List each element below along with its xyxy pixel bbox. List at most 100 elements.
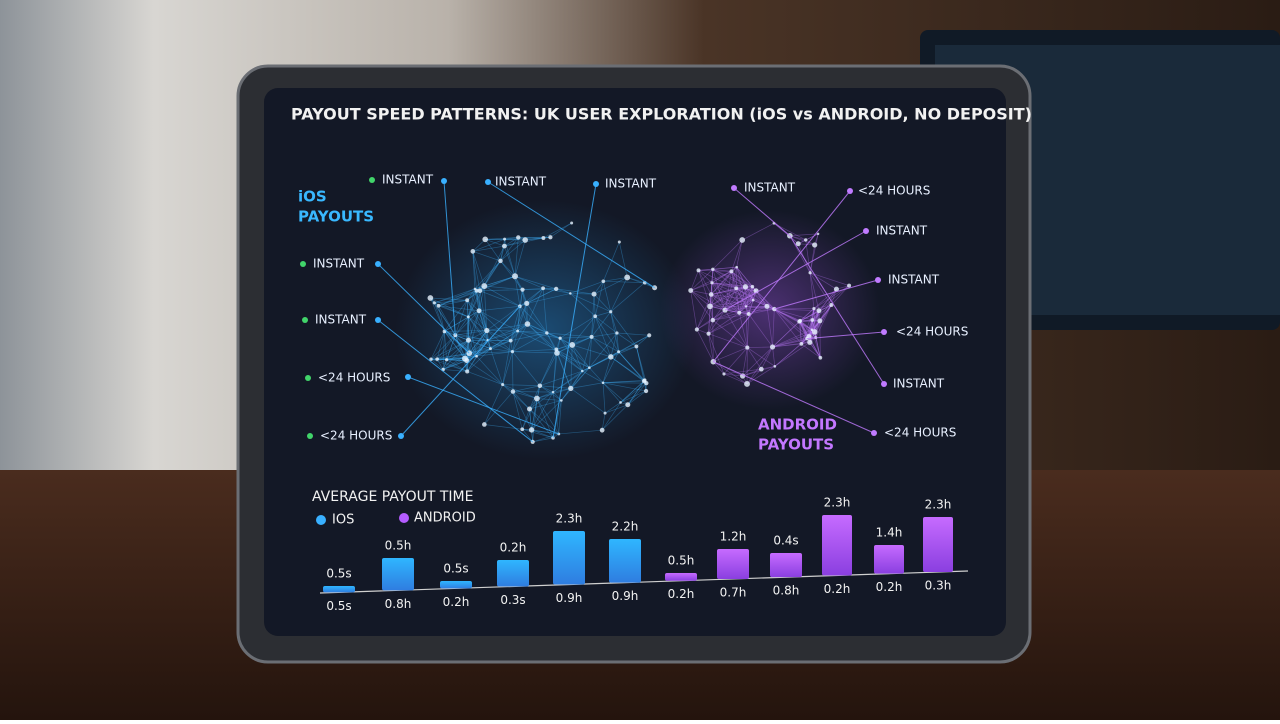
bar-top-label: 1.4h bbox=[876, 526, 903, 540]
legend-label: ANDROID bbox=[414, 511, 476, 526]
network-node bbox=[588, 366, 591, 369]
bar bbox=[717, 549, 749, 579]
network-node bbox=[445, 358, 448, 361]
network-node bbox=[817, 318, 822, 323]
network-node bbox=[810, 318, 814, 322]
network-node bbox=[722, 372, 725, 375]
network-node bbox=[503, 238, 506, 241]
network-node bbox=[817, 233, 819, 235]
network-node bbox=[502, 244, 507, 249]
network-node bbox=[527, 406, 532, 411]
bar-bottom-label: 0.7h bbox=[720, 585, 747, 599]
network-node bbox=[548, 235, 552, 239]
node-label: INSTANT bbox=[605, 177, 657, 191]
network-node bbox=[470, 249, 475, 254]
bar bbox=[822, 515, 852, 575]
network-node bbox=[812, 307, 815, 310]
bar bbox=[609, 539, 641, 583]
connector-dot bbox=[875, 277, 881, 283]
network-node bbox=[477, 308, 482, 313]
bar-bottom-label: 0.3h bbox=[925, 579, 952, 593]
bar-bottom-label: 0.2h bbox=[824, 582, 851, 596]
network-node bbox=[511, 389, 515, 393]
bar-bottom-label: 0.9h bbox=[612, 589, 639, 603]
network-node bbox=[711, 268, 714, 271]
network-node bbox=[751, 285, 755, 289]
bar-top-label: 2.3h bbox=[824, 496, 851, 510]
connector-dot bbox=[881, 329, 887, 335]
bar-bottom-label: 0.8h bbox=[385, 597, 412, 611]
network-node bbox=[520, 288, 524, 292]
network-node bbox=[695, 327, 699, 331]
network-node bbox=[625, 402, 630, 407]
node-label: INSTANT bbox=[495, 175, 547, 189]
bar bbox=[382, 558, 414, 590]
network-node bbox=[770, 344, 775, 349]
network-node bbox=[541, 236, 545, 240]
network-node bbox=[529, 427, 534, 432]
network-node bbox=[569, 292, 572, 295]
network-node bbox=[618, 241, 621, 244]
network-node bbox=[634, 344, 638, 348]
bar-top-label: 2.3h bbox=[556, 512, 583, 526]
network-node bbox=[435, 357, 439, 361]
network-node bbox=[710, 281, 713, 284]
network-node bbox=[734, 286, 738, 290]
bar bbox=[665, 573, 697, 581]
network-node bbox=[511, 350, 514, 353]
node-label: INSTANT bbox=[744, 181, 796, 195]
bullet bbox=[300, 261, 306, 267]
network-node bbox=[847, 284, 851, 288]
legend-label: IOS bbox=[332, 513, 354, 528]
node-label: INSTANT bbox=[382, 173, 434, 187]
bar bbox=[497, 560, 529, 586]
network-node bbox=[602, 381, 605, 384]
network-node bbox=[737, 311, 741, 315]
bar-bottom-label: 0.3s bbox=[500, 593, 525, 607]
network-node bbox=[559, 337, 562, 340]
network-node bbox=[617, 350, 620, 353]
title: PAYOUT SPEED PATTERNS: UK USER EXPLORATI… bbox=[291, 105, 1032, 124]
connector-dot bbox=[441, 178, 447, 184]
network-node bbox=[604, 412, 607, 415]
network-node bbox=[643, 378, 647, 382]
bar-bottom-label: 0.5s bbox=[326, 599, 351, 613]
network-node bbox=[729, 269, 733, 273]
network-node bbox=[799, 342, 803, 346]
bar-top-label: 1.2h bbox=[720, 530, 747, 544]
network-node bbox=[482, 422, 487, 427]
bar-top-label: 0.5s bbox=[326, 567, 351, 581]
network-node bbox=[545, 331, 548, 334]
legend-swatch bbox=[399, 513, 409, 523]
bullet bbox=[302, 317, 308, 323]
node-label: <24 HOURS bbox=[858, 184, 930, 198]
network-node bbox=[534, 396, 540, 402]
ios-label: PAYOUTS bbox=[298, 208, 374, 226]
network-node bbox=[619, 401, 622, 404]
network-node bbox=[819, 356, 823, 360]
bar-top-label: 0.5s bbox=[443, 562, 468, 576]
connector-dot bbox=[871, 430, 877, 436]
bullet bbox=[307, 433, 313, 439]
network-node bbox=[817, 308, 822, 313]
connector-dot bbox=[398, 433, 404, 439]
network-node bbox=[744, 381, 750, 387]
connector-dot bbox=[863, 228, 869, 234]
network-node bbox=[538, 383, 543, 388]
network-node bbox=[581, 370, 584, 373]
android-label: PAYOUTS bbox=[758, 436, 834, 454]
network-node bbox=[808, 271, 811, 274]
connector-dot bbox=[847, 188, 853, 194]
network-node bbox=[745, 305, 747, 307]
network-node bbox=[707, 303, 713, 309]
network-node bbox=[552, 391, 555, 394]
node-label: INSTANT bbox=[315, 313, 367, 327]
network-node bbox=[752, 299, 755, 302]
bar bbox=[440, 581, 472, 588]
network-node bbox=[554, 347, 558, 351]
network-node bbox=[647, 333, 651, 337]
node-label: INSTANT bbox=[888, 273, 940, 287]
bar-top-label: 0.5h bbox=[385, 539, 412, 553]
bar-bottom-label: 0.2h bbox=[668, 587, 695, 601]
